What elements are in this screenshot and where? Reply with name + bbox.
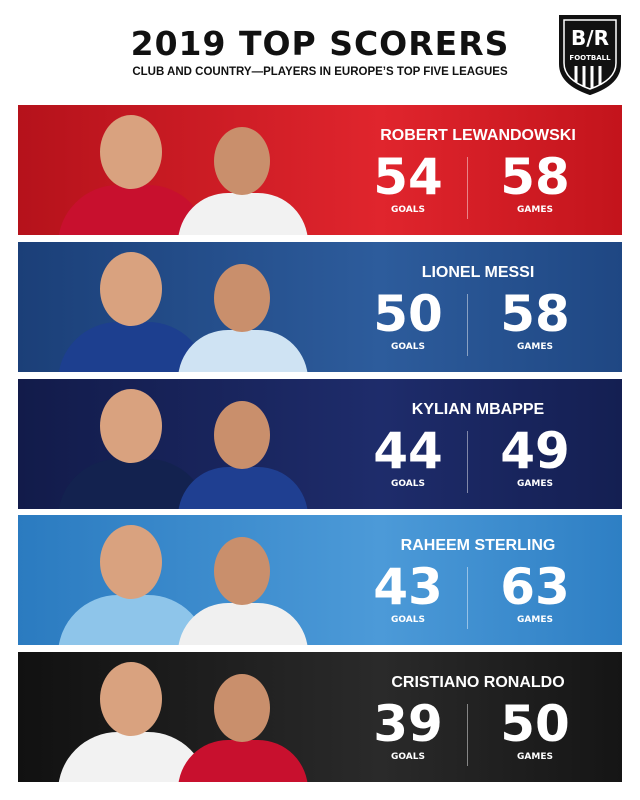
games-value: 58	[500, 148, 570, 206]
divider	[467, 704, 468, 767]
player-shirt	[178, 466, 308, 509]
games-label: GAMES	[517, 615, 553, 626]
goals-label: GOALS	[391, 341, 425, 352]
title: 2019 TOP SCORERS	[130, 24, 510, 63]
games-value: 50	[500, 695, 570, 754]
games-value: 63	[500, 558, 570, 617]
logo-text: FOOTBALL	[569, 54, 611, 62]
goals-label: GOALS	[391, 615, 425, 626]
player-card: RAHEEM STERLING 43 63 GOALS GAMES	[18, 515, 622, 646]
games-label: GAMES	[517, 341, 553, 352]
player-head	[214, 127, 270, 195]
games-label: GAMES	[517, 752, 553, 763]
player-head	[214, 537, 270, 606]
divider	[467, 430, 468, 493]
player-name: RAHEEM STERLING	[400, 537, 556, 555]
games-value: 58	[500, 284, 570, 343]
player-head	[214, 674, 270, 743]
player-shirt	[178, 603, 308, 646]
player-head	[100, 388, 162, 463]
games-label: GAMES	[517, 205, 553, 215]
player-name: CRISTIANO RONALDO	[391, 674, 565, 692]
player-shirt	[178, 193, 308, 235]
subtitle: CLUB AND COUNTRY—PLAYERS IN EUROPE’S TOP…	[132, 66, 508, 78]
player-photo	[18, 652, 338, 783]
divider	[467, 157, 468, 219]
goals-value: 43	[373, 558, 443, 617]
player-card: CRISTIANO RONALDO 39 50 GOALS GAMES	[18, 652, 622, 783]
player-name: KYLIAN MBAPPE	[411, 400, 545, 418]
goals-value: 54	[373, 148, 443, 206]
player-photo	[18, 515, 338, 646]
player-head	[100, 525, 162, 600]
player-photo	[18, 105, 338, 235]
player-head	[100, 115, 162, 189]
player-shirt	[178, 740, 308, 783]
player-shirt	[178, 329, 308, 372]
player-list: ROBERT LEWANDOWSKI 54 58 GOALS GAMES LIONEL M…	[18, 105, 622, 789]
goals-label: GOALS	[391, 752, 425, 763]
divider	[467, 293, 468, 356]
logo: B/R FOOTBALL	[559, 15, 621, 96]
player-head	[214, 263, 270, 332]
player-head	[100, 251, 162, 326]
player-head	[100, 662, 162, 737]
player-card: ROBERT LEWANDOWSKI 54 58 GOALS GAMES	[18, 105, 622, 235]
divider	[467, 567, 468, 630]
player-photo	[18, 242, 338, 372]
player-photo	[18, 379, 338, 509]
goals-label: GOALS	[391, 205, 425, 215]
player-card: KYLIAN MBAPPE 44 49 GOALS GAMES	[18, 378, 622, 509]
goals-label: GOALS	[391, 478, 425, 489]
player-head	[214, 400, 270, 469]
logo-mark: B/R	[571, 26, 609, 50]
player-name: LIONEL MESSI	[421, 263, 535, 281]
goals-value: 50	[373, 284, 443, 343]
games-value: 49	[500, 421, 570, 480]
player-card: LIONEL MESSI 50 58 GOALS GAMES	[18, 241, 622, 372]
goals-value: 39	[373, 695, 443, 754]
player-name: ROBERT LEWANDOWSKI	[380, 127, 576, 144]
games-label: GAMES	[517, 478, 553, 489]
goals-value: 44	[373, 421, 443, 480]
